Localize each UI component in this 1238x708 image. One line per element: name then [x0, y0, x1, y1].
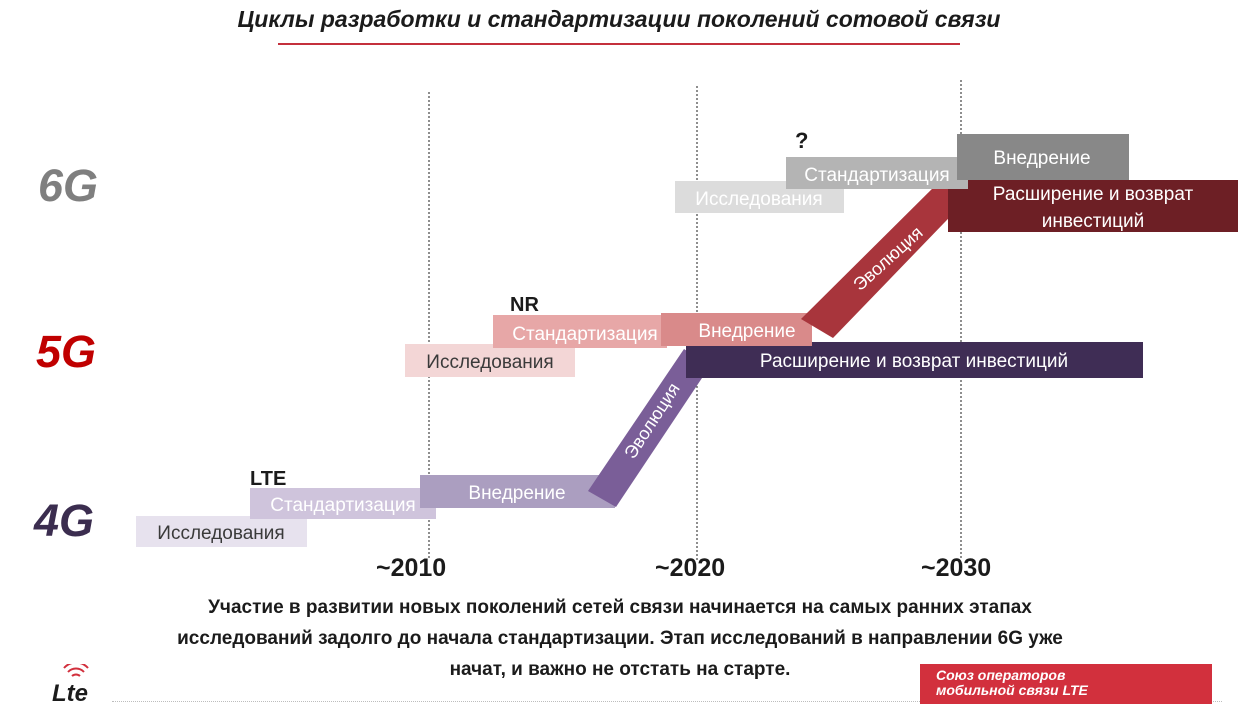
g5-deployment-label: Внедрение — [698, 321, 795, 342]
caption: Участие в развитии новых поколений сетей… — [60, 592, 1180, 685]
g4-deployment-box — [420, 475, 615, 508]
lte-union-badge-line-1: Союз операторов — [936, 667, 1066, 683]
g4-expansion-box — [686, 342, 1143, 378]
g6-deployment-box — [957, 134, 1129, 180]
signal-arc-inner — [71, 673, 81, 677]
g6-unknown-tech-label: ? — [795, 128, 808, 153]
caption-line-1: Участие в развитии новых поколений сетей… — [208, 597, 1032, 618]
lte-union-badge-text: Союз операторов мобильной связи LTE — [936, 668, 1088, 698]
g5-research-box — [405, 344, 575, 377]
lte-logo-text: Lte — [52, 680, 88, 704]
lte-tech-label: LTE — [250, 468, 286, 490]
g4-deployment-label: Внедрение — [468, 483, 565, 504]
generation-label-6g: 6G — [38, 160, 99, 211]
g4-evolution-band — [588, 349, 710, 507]
g6-research-label: Исследования — [695, 189, 822, 210]
signal-arc-outer — [63, 664, 89, 669]
generation-label-4g: 4G — [34, 495, 95, 546]
g4-standardization-label: Стандартизация — [270, 495, 415, 516]
signal-arc-middle — [67, 667, 85, 673]
g4-research-label: Исследования — [157, 523, 284, 544]
generation-label-5g: 5G — [36, 326, 97, 377]
lte-union-badge-line-2: мобильной связи LTE — [936, 682, 1088, 698]
g5-evolution-band — [801, 177, 972, 338]
g6-deployment-label: Внедрение — [993, 148, 1090, 169]
g4-research-box — [136, 516, 307, 547]
g5-expansion-label-line2: инвестиций — [1042, 211, 1144, 232]
axis-tick-2030: ~2030 — [921, 554, 992, 582]
title-underline — [278, 43, 960, 45]
g5-deployment-box — [661, 313, 812, 346]
axis-tick-2010: ~2010 — [376, 554, 447, 582]
nr-tech-label: NR — [510, 294, 539, 316]
caption-line-3: начат, и важно не отстать на старте. — [449, 659, 791, 680]
g6-standardization-box — [786, 157, 968, 189]
g5-expansion-label-line1: Расширение и возврат — [993, 184, 1194, 205]
lte-logo: Lte — [52, 664, 89, 704]
axis-tick-2020: ~2020 — [655, 554, 726, 582]
g4-standardization-box — [250, 488, 436, 519]
g4-expansion-label: Расширение и возврат инвестиций — [760, 351, 1068, 372]
g5-research-label: Исследования — [426, 352, 553, 373]
g5-standardization-label: Стандартизация — [512, 324, 657, 345]
g5-standardization-box — [493, 315, 667, 348]
lte-union-badge: Союз операторов мобильной связи LTE — [920, 664, 1212, 704]
page-title: Циклы разработки и стандартизации поколе… — [237, 6, 1001, 32]
g6-standardization-label: Стандартизация — [804, 165, 949, 186]
g5-expansion-box — [948, 180, 1238, 232]
footer-divider — [112, 701, 1222, 702]
caption-line-2: исследований задолго до начала стандарти… — [177, 628, 1063, 649]
